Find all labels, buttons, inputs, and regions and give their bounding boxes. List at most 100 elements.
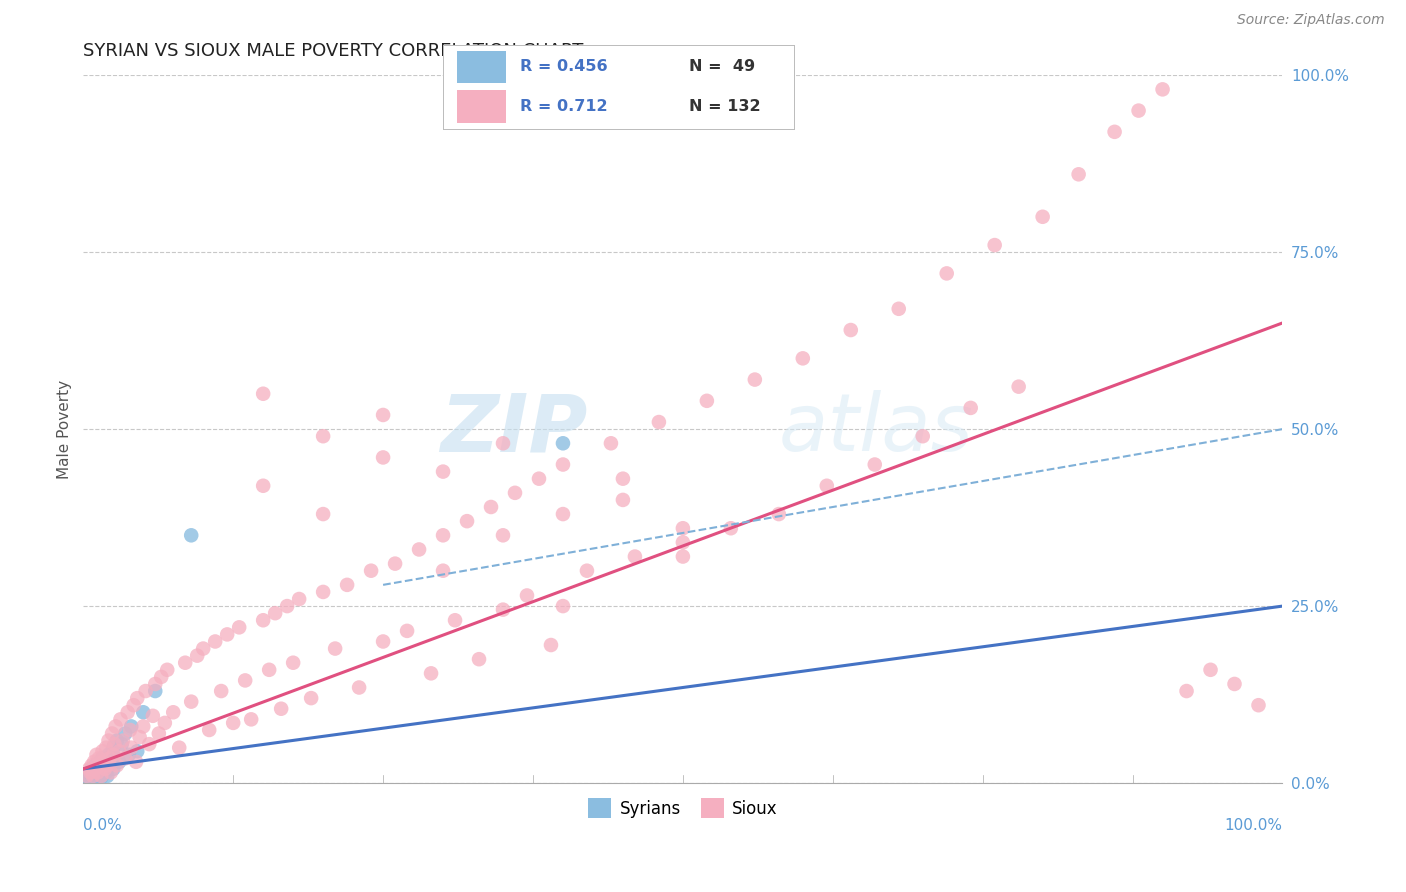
Point — [551, 599, 574, 613]
Point — [127, 744, 149, 758]
Point — [83, 755, 105, 769]
Point — [672, 535, 695, 549]
Point — [94, 758, 117, 772]
Point — [108, 744, 131, 758]
Point — [551, 436, 574, 450]
Point — [103, 762, 125, 776]
Point — [492, 602, 515, 616]
Point — [209, 684, 232, 698]
Point — [86, 747, 108, 762]
Point — [132, 706, 155, 720]
Y-axis label: Male Poverty: Male Poverty — [58, 380, 72, 479]
Point — [89, 755, 111, 769]
Point — [108, 755, 131, 769]
Legend: Syrians, Sioux: Syrians, Sioux — [581, 792, 785, 824]
Point — [270, 702, 292, 716]
Point — [79, 771, 101, 785]
Point — [86, 764, 108, 778]
Text: 0.0%: 0.0% — [83, 819, 122, 833]
Point — [959, 401, 981, 415]
Point — [479, 500, 502, 514]
Point — [456, 514, 478, 528]
Point — [111, 733, 134, 747]
Text: R = 0.456: R = 0.456 — [520, 59, 607, 74]
Point — [94, 762, 117, 776]
Point — [90, 769, 112, 783]
Point — [97, 733, 120, 747]
Point — [101, 726, 124, 740]
Point — [162, 706, 184, 720]
Point — [371, 408, 394, 422]
Point — [624, 549, 647, 564]
Bar — [457, 51, 506, 83]
Point — [89, 767, 111, 781]
Point — [612, 472, 634, 486]
Point — [82, 767, 104, 781]
Point — [120, 723, 142, 737]
Point — [1032, 210, 1054, 224]
Point — [551, 507, 574, 521]
Text: N =  49: N = 49 — [689, 59, 755, 74]
Point — [104, 751, 127, 765]
Point — [1247, 698, 1270, 713]
Point — [396, 624, 419, 638]
Point — [80, 758, 103, 772]
Point — [432, 528, 454, 542]
Point — [148, 726, 170, 740]
Point — [75, 772, 97, 787]
Point — [87, 751, 110, 765]
Point — [103, 740, 125, 755]
Point — [80, 762, 103, 776]
Point — [839, 323, 862, 337]
Point — [1175, 684, 1198, 698]
Point — [87, 769, 110, 783]
Point — [153, 715, 176, 730]
Point — [150, 670, 173, 684]
Point — [93, 762, 115, 776]
Point — [612, 492, 634, 507]
Point — [299, 691, 322, 706]
Text: N = 132: N = 132 — [689, 99, 761, 114]
Point — [815, 479, 838, 493]
Point — [105, 733, 128, 747]
Point — [122, 698, 145, 713]
Point — [96, 758, 118, 772]
Point — [432, 465, 454, 479]
Point — [312, 585, 335, 599]
Point — [468, 652, 491, 666]
Point — [120, 719, 142, 733]
Point — [312, 507, 335, 521]
Point — [103, 737, 125, 751]
Point — [87, 758, 110, 772]
Point — [1067, 167, 1090, 181]
Point — [128, 730, 150, 744]
Text: 100.0%: 100.0% — [1225, 819, 1282, 833]
Point — [744, 373, 766, 387]
Text: ZIP: ZIP — [440, 390, 586, 468]
Point — [198, 723, 221, 737]
Text: Source: ZipAtlas.com: Source: ZipAtlas.com — [1237, 13, 1385, 28]
Point — [135, 684, 157, 698]
Point — [371, 450, 394, 465]
Point — [105, 758, 128, 772]
Point — [120, 740, 142, 755]
Point — [86, 771, 108, 785]
Point — [142, 708, 165, 723]
Point — [792, 351, 814, 366]
Point — [98, 758, 121, 772]
Point — [80, 771, 103, 785]
Point — [408, 542, 430, 557]
Point — [1152, 82, 1174, 96]
Point — [863, 458, 886, 472]
Point — [1104, 125, 1126, 139]
Point — [186, 648, 208, 663]
Point — [648, 415, 671, 429]
Point — [127, 691, 149, 706]
Point — [222, 715, 245, 730]
Point — [90, 771, 112, 785]
Point — [91, 765, 114, 780]
Text: SYRIAN VS SIOUX MALE POVERTY CORRELATION CHART: SYRIAN VS SIOUX MALE POVERTY CORRELATION… — [83, 42, 583, 60]
Point — [575, 564, 598, 578]
Point — [1008, 379, 1031, 393]
Point — [143, 677, 166, 691]
